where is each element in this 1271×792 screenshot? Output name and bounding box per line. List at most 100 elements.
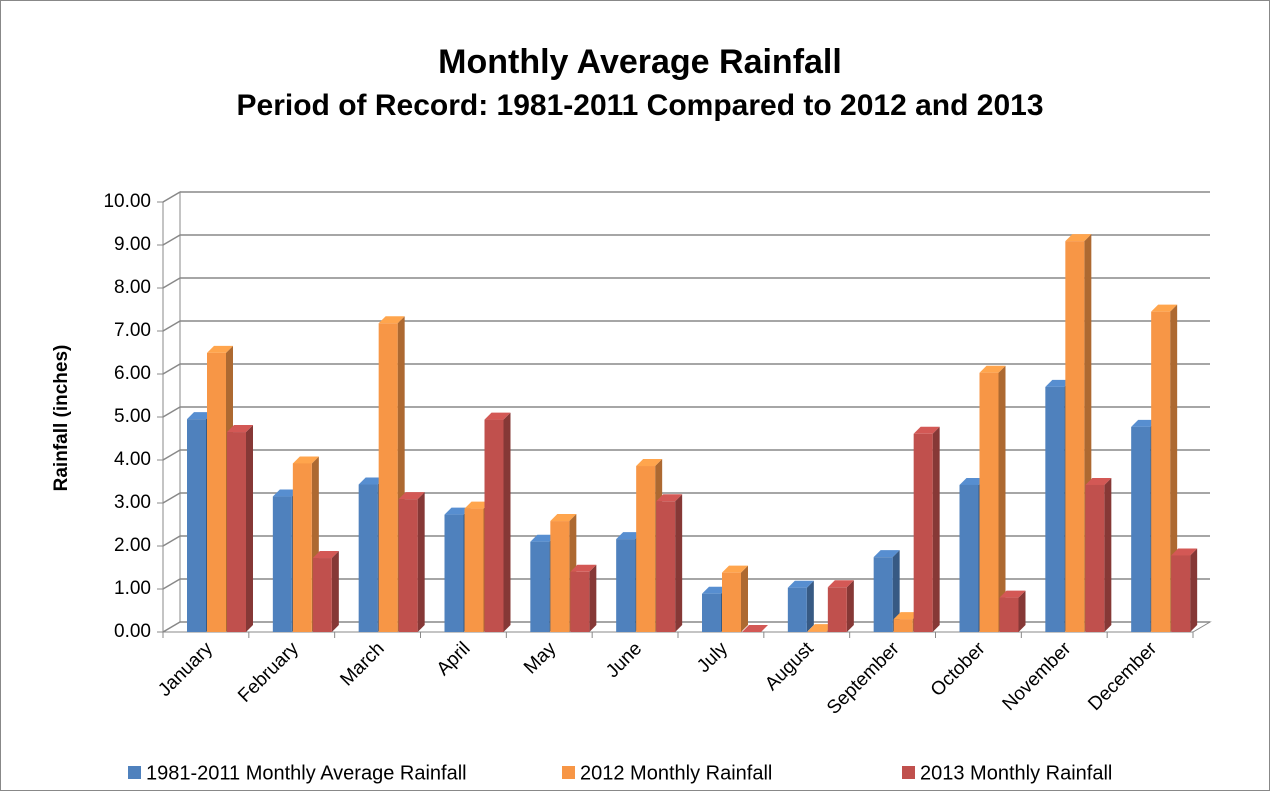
y-tick-label: 0.00 <box>114 621 151 642</box>
bar <box>550 521 570 632</box>
bar-top <box>312 551 339 559</box>
y-tick-label: 4.00 <box>114 449 151 470</box>
bar-top <box>656 494 683 502</box>
titles: Monthly Average Rainfall Period of Recor… <box>160 40 1120 128</box>
bar-top <box>1085 477 1112 485</box>
bar <box>873 557 893 632</box>
bar-top <box>873 550 900 558</box>
bar <box>1085 484 1105 632</box>
bar-top <box>807 624 834 632</box>
bar <box>484 419 504 632</box>
bar <box>187 419 206 632</box>
bar-top <box>187 412 213 420</box>
bar-top <box>742 625 768 632</box>
bar <box>530 541 550 632</box>
bar-side <box>503 412 511 632</box>
bar-side <box>932 426 940 632</box>
bar <box>358 484 378 632</box>
y-tick-label: 6.00 <box>114 363 151 384</box>
bar-top <box>358 477 385 485</box>
bar-side <box>1190 548 1198 632</box>
bar-top <box>787 580 814 588</box>
grid-line <box>162 277 181 289</box>
bar <box>378 323 398 632</box>
bar-top <box>570 564 597 572</box>
y-tick-label: 2.00 <box>114 535 151 556</box>
y-tick-label: 3.00 <box>114 492 151 513</box>
bar <box>272 496 292 632</box>
bar-top <box>827 580 854 588</box>
bar <box>787 587 807 632</box>
bar-top <box>636 459 663 467</box>
bar-top <box>913 426 940 434</box>
bar-side <box>675 494 683 632</box>
grid-line <box>162 320 181 332</box>
bar <box>807 631 827 632</box>
chart-subtitle: Period of Record: 1981-2011 Compared to … <box>236 89 1044 122</box>
bar <box>656 501 676 632</box>
bar-side <box>1104 477 1112 632</box>
grid-line <box>162 234 181 246</box>
bar-side <box>1170 304 1178 632</box>
bar <box>1151 311 1171 632</box>
bar <box>1045 386 1065 632</box>
bar <box>398 499 418 632</box>
bar-top <box>272 489 299 497</box>
grid-line <box>162 621 181 633</box>
bar <box>444 514 464 632</box>
grid-line <box>162 578 181 590</box>
legend-swatch <box>902 766 915 779</box>
bar-top <box>530 534 557 542</box>
bar-top <box>616 532 643 540</box>
bar-top <box>398 492 425 500</box>
chart-title: Monthly Average Rainfall <box>438 43 842 81</box>
grid-line <box>162 406 181 418</box>
y-tick-label: 8.00 <box>114 277 151 298</box>
y-axis-label: Rainfall (inches) <box>51 345 72 492</box>
bar-top <box>464 501 491 509</box>
bar-top <box>1171 548 1198 556</box>
bar <box>312 558 332 632</box>
grid-line <box>162 492 181 504</box>
grid-line <box>162 449 181 461</box>
bar-side <box>846 580 854 632</box>
bar-top <box>1131 419 1158 427</box>
bar-top <box>1151 304 1178 312</box>
bar <box>636 466 656 632</box>
bar <box>292 463 312 632</box>
legend-swatch <box>562 766 575 779</box>
y-tick-label: 5.00 <box>114 406 151 427</box>
bar <box>207 352 226 632</box>
bar-top <box>207 345 233 353</box>
legend-label: 2013 Monthly Rainfall <box>920 762 1112 784</box>
bar <box>979 372 999 632</box>
bar <box>702 593 721 632</box>
bar-top <box>378 316 405 324</box>
bar-top <box>959 477 986 485</box>
y-tick-label: 9.00 <box>114 234 151 255</box>
bar-side <box>246 425 253 632</box>
bar-top <box>893 612 920 620</box>
bar-side <box>806 580 814 632</box>
grid-line <box>162 363 181 375</box>
bar <box>1171 555 1191 632</box>
grid-line <box>162 191 181 203</box>
bar-top <box>1065 234 1092 242</box>
bar-side <box>892 550 900 632</box>
bar-top <box>550 514 577 522</box>
bar-top <box>999 590 1026 598</box>
bar-top <box>444 507 471 515</box>
bar <box>913 433 933 632</box>
bar-side <box>589 564 597 632</box>
y-tick-label: 10.00 <box>103 191 151 212</box>
y-tick-label: 7.00 <box>114 320 151 341</box>
legend-label: 2012 Monthly Rainfall <box>580 762 772 784</box>
bar-side <box>417 492 425 632</box>
bar <box>1065 241 1085 632</box>
bar-top <box>1045 379 1072 387</box>
bar <box>616 539 636 632</box>
bar <box>893 619 913 632</box>
bar-top <box>702 586 728 594</box>
